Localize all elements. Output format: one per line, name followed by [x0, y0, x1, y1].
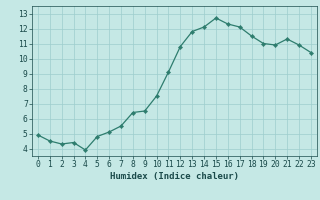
- X-axis label: Humidex (Indice chaleur): Humidex (Indice chaleur): [110, 172, 239, 181]
